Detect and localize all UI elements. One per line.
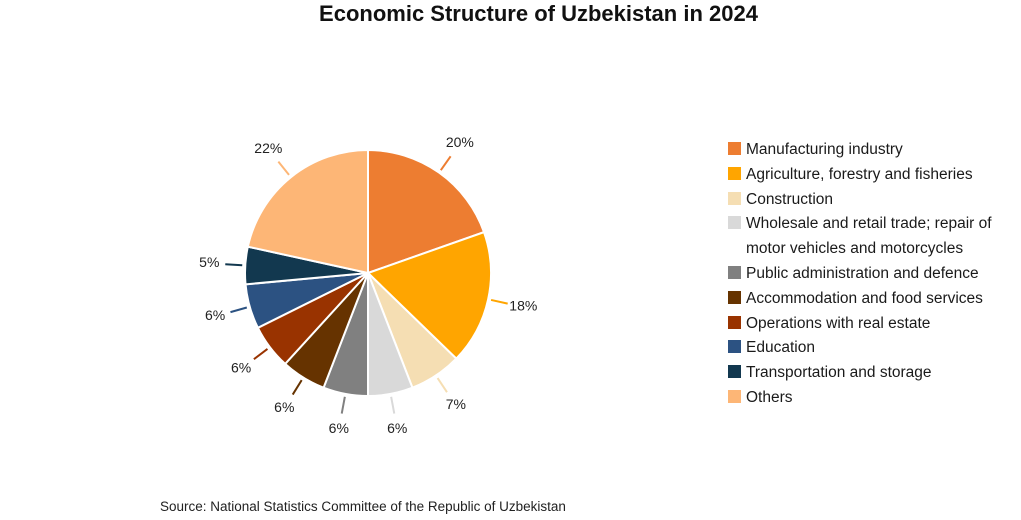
legend-swatch-8 — [728, 365, 741, 379]
legend-swatch-9 — [728, 389, 741, 403]
legend-label-8: Transportation and storage — [746, 364, 932, 382]
leader-line-3 — [390, 396, 396, 414]
legend-label-7: Education — [746, 339, 815, 357]
leader-line-7 — [230, 306, 248, 314]
legend-swatch-6 — [728, 315, 741, 329]
legend-item-2: Construction — [728, 188, 1021, 213]
slice-label-2: 7% — [446, 396, 466, 412]
legend-label-4: Public administration and defence — [746, 264, 979, 282]
slice-label-5: 6% — [274, 399, 294, 415]
slice-label-8: 5% — [199, 254, 219, 270]
leader-line-5 — [291, 379, 303, 396]
legend-label-5: Accommodation and food services — [746, 289, 983, 307]
leader-line-8 — [225, 263, 243, 267]
legend-label-9: Others — [746, 388, 793, 406]
legend-item-5: Accommodation and food services — [728, 287, 1021, 312]
slice-label-9: 22% — [254, 140, 282, 156]
legend-swatch-0 — [728, 142, 741, 155]
pie-slice-9 — [246, 148, 369, 275]
legend-item-4: Public administration and defence — [728, 262, 1021, 287]
leader-line-1 — [490, 298, 508, 305]
legend-swatch-5 — [728, 290, 741, 304]
source-note: Source: National Statistics Committee of… — [160, 499, 566, 514]
legend-swatch-1 — [728, 166, 741, 180]
pie-slice-1 — [366, 230, 492, 361]
slice-label-6: 6% — [231, 360, 251, 376]
legend: Manufacturing industry Agriculture, fores… — [728, 138, 1021, 411]
legend-item-9: Others — [728, 386, 1021, 411]
legend-item-3: Wholesale and retail trade; repair of mo… — [728, 212, 1021, 262]
leader-line-0 — [439, 155, 452, 171]
slice-label-7: 6% — [205, 307, 225, 323]
legend-item-7: Education — [728, 336, 1021, 361]
slice-label-0: 20% — [446, 134, 474, 150]
legend-label-0: Manufacturing industry — [746, 141, 903, 158]
slice-label-4: 6% — [329, 420, 349, 436]
legend-swatch-2 — [728, 191, 741, 205]
legend-label-2: Construction — [746, 190, 834, 208]
legend-label-6: Operations with real estate — [746, 314, 931, 332]
legend-swatch-4 — [728, 265, 741, 279]
slice-label-1: 18% — [509, 298, 537, 314]
leader-line-4 — [340, 396, 346, 414]
legend-swatch-3 — [728, 216, 741, 230]
slice-label-3: 6% — [387, 420, 407, 436]
legend-item-8: Transportation and storage — [728, 361, 1021, 386]
leader-line-9 — [277, 160, 290, 176]
legend-item-1: Agriculture, forestry and fisheries — [728, 163, 1021, 188]
leader-line-6 — [253, 348, 269, 360]
legend-label-3: Wholesale and retail trade; repair of mo… — [746, 215, 992, 258]
chart-title: Economic Structure of Uzbekistan in 2024 — [319, 1, 758, 26]
legend-item-0: Manufacturing industry — [728, 138, 1021, 163]
legend-label-1: Agriculture, forestry and fisheries — [746, 165, 973, 183]
leader-line-2 — [436, 377, 448, 393]
legend-item-6: Operations with real estate — [728, 312, 1021, 337]
legend-swatch-7 — [728, 340, 741, 354]
